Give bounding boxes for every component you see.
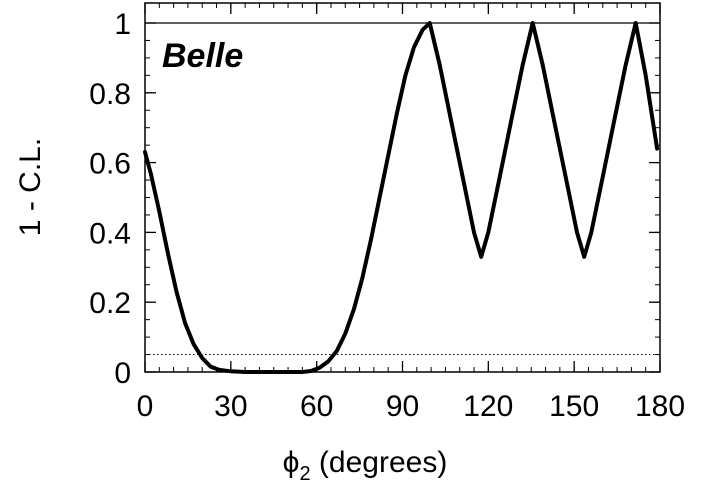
x-tick-label: 90 [386, 390, 419, 423]
x-tick-label: 120 [463, 390, 513, 423]
reference-lines [145, 22, 660, 356]
x-axis-title-symbol: ϕ [283, 446, 300, 479]
y-tick-label: 0.8 [89, 78, 131, 111]
x-tick-label: 30 [214, 390, 247, 423]
y-tick-label: 0.6 [89, 148, 131, 181]
y-tick-labels: 0 0.2 0.4 0.6 0.8 1 [89, 8, 131, 390]
x-tick-label: 180 [635, 390, 685, 423]
x-tick-labels: 0 30 60 90 120 150 180 [137, 390, 685, 423]
series-layer [143, 21, 660, 374]
x-tick-label: 0 [137, 390, 154, 423]
y-tick-label: 0 [114, 357, 131, 390]
x-axis-title-suffix: (degrees) [311, 446, 448, 479]
chart-annotation-belle: Belle [162, 37, 243, 75]
x-tick-label: 150 [549, 390, 599, 423]
y-tick-label: 1 [114, 8, 131, 41]
y-tick-label: 0.4 [89, 217, 131, 250]
x-tick-label: 60 [300, 390, 333, 423]
x-axis-title-subscript: 2 [299, 463, 310, 482]
y-tick-label: 0.2 [89, 287, 131, 320]
x-axis-title: ϕ2 (degrees) [283, 446, 448, 482]
y-axis-title: 1 - C.L. [14, 138, 47, 236]
series-line-1 [143, 21, 660, 374]
